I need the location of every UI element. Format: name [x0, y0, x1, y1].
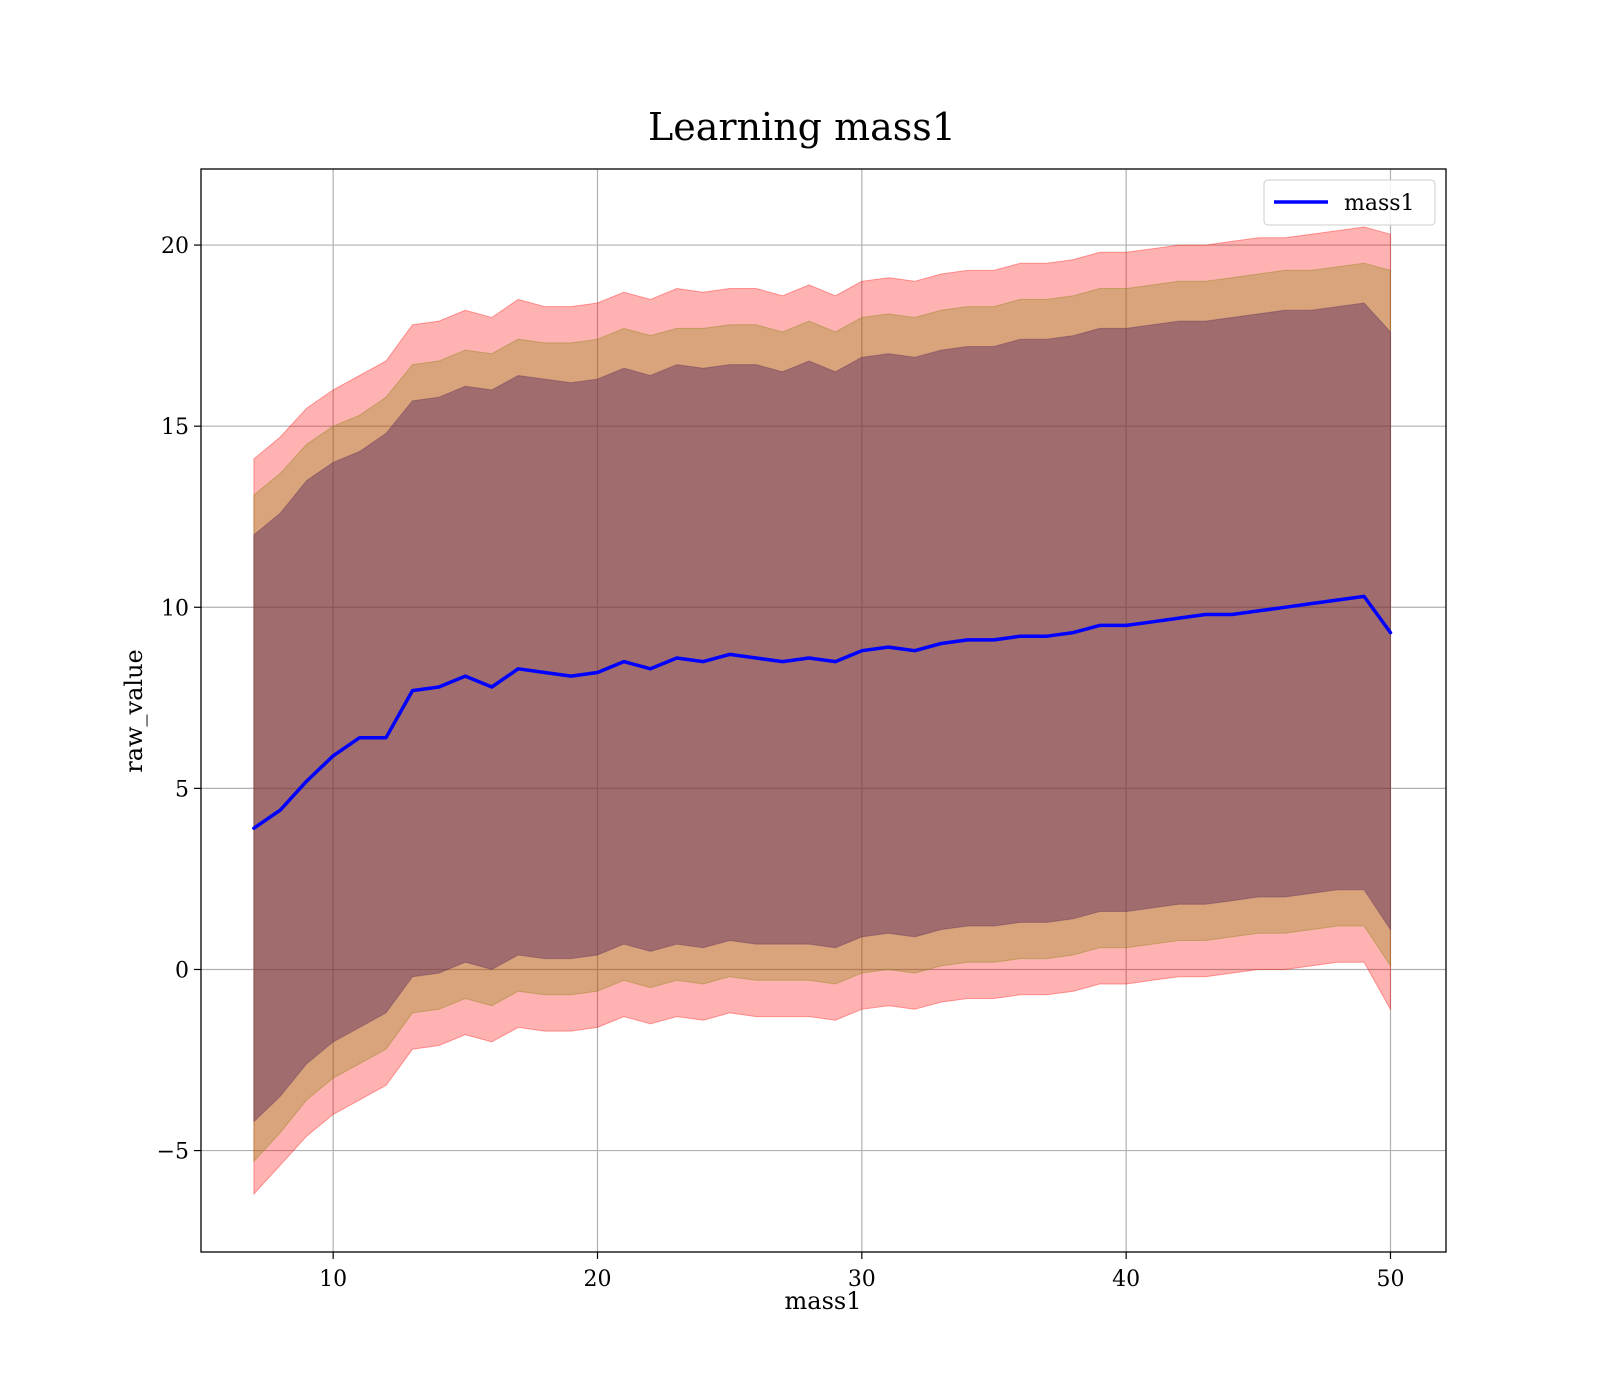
- y-tick-label-1: 0: [175, 958, 189, 983]
- x-tick-label-0: 10: [319, 1267, 347, 1292]
- y-tick-label-4: 15: [161, 415, 189, 440]
- legend-label-mass1: mass1: [1344, 191, 1415, 216]
- y-tick-label-3: 10: [161, 596, 189, 621]
- x-tick-label-3: 40: [1112, 1267, 1140, 1292]
- y-axis-ticks: −5 0 5 10 15 20: [157, 234, 201, 1165]
- x-tick-label-1: 20: [583, 1267, 611, 1292]
- band-0-2: [253, 302, 1391, 1123]
- x-tick-label-2: 30: [848, 1267, 876, 1292]
- x-axis-label: mass1: [785, 1287, 862, 1315]
- x-tick-label-4: 50: [1376, 1267, 1404, 1292]
- band-0-0: [253, 226, 1391, 1196]
- y-axis-label: raw_value: [120, 649, 148, 773]
- chart-title: Learning mass1: [648, 105, 956, 149]
- series-lines: [252, 594, 1393, 830]
- confidence-bands: [253, 226, 1391, 1196]
- y-tick-label-2: 5: [175, 777, 189, 802]
- legend-box: [1263, 179, 1436, 226]
- y-tick-label-0: −5: [157, 1140, 189, 1165]
- x-axis-ticks: 10 20 30 40 50: [319, 1252, 1404, 1292]
- series-line-mass1: [252, 594, 1393, 830]
- plot-frame: [200, 168, 1447, 1253]
- legend: mass1: [1263, 179, 1436, 226]
- band-0-1: [253, 262, 1391, 1163]
- y-tick-label-5: 20: [161, 234, 189, 259]
- grid: [201, 169, 1446, 1252]
